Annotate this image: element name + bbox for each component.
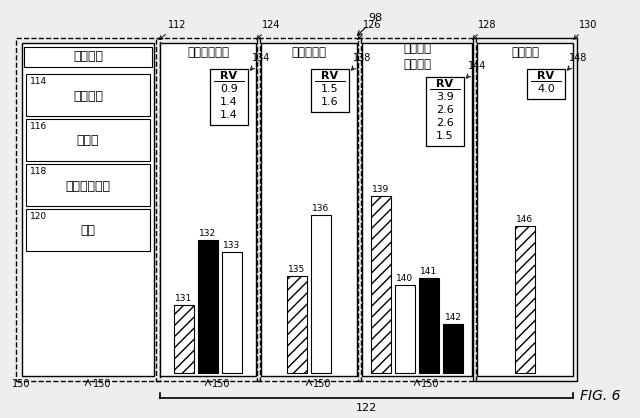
Text: 144: 144 (467, 61, 486, 78)
Bar (26, 209, 150, 251)
Bar (371, 196, 391, 373)
Bar (419, 278, 439, 373)
Bar (261, 43, 357, 376)
Bar (160, 43, 256, 376)
Bar (198, 240, 218, 373)
Text: 150: 150 (313, 379, 332, 389)
Bar (16, 38, 160, 381)
Text: 98: 98 (357, 13, 383, 35)
Bar (395, 285, 415, 373)
Text: 122: 122 (356, 403, 377, 413)
Text: 124: 124 (257, 20, 280, 39)
Text: 146: 146 (516, 214, 534, 224)
Bar (527, 69, 565, 99)
Bar (24, 47, 152, 67)
Text: 118: 118 (30, 167, 47, 176)
Text: 偏心率: 偏心率 (77, 135, 99, 148)
Text: 2.6: 2.6 (436, 118, 454, 128)
Bar (26, 164, 150, 206)
Text: RV: RV (220, 71, 237, 81)
Text: 135: 135 (289, 265, 306, 274)
Text: 速度: 速度 (81, 224, 95, 237)
Text: 150: 150 (12, 379, 30, 389)
Text: 全体偏心率: 全体偏心率 (291, 46, 326, 59)
Bar (473, 38, 577, 381)
Text: 1.5: 1.5 (436, 131, 454, 141)
Text: 1.6: 1.6 (321, 97, 339, 107)
Text: 142: 142 (445, 314, 461, 322)
Text: 139: 139 (372, 185, 390, 194)
Text: RV: RV (436, 79, 454, 89)
Text: 全体スラスト: 全体スラスト (187, 46, 229, 59)
Text: 4.0: 4.0 (537, 84, 555, 94)
Text: RV: RV (321, 71, 339, 81)
Bar (362, 43, 472, 376)
Text: 半径方向振動: 半径方向振動 (65, 179, 111, 193)
Bar (174, 305, 194, 373)
Text: 136: 136 (312, 204, 330, 213)
Bar (426, 77, 464, 146)
Text: 116: 116 (30, 122, 47, 131)
Text: 1.5: 1.5 (321, 84, 339, 94)
Text: 112: 112 (159, 20, 186, 40)
Text: 148: 148 (568, 53, 588, 70)
Text: 150: 150 (212, 379, 230, 389)
Text: スラスト: スラスト (73, 89, 103, 102)
Text: 1.4: 1.4 (220, 97, 238, 107)
Bar (311, 69, 349, 112)
Text: FIG. 6: FIG. 6 (580, 389, 620, 403)
Text: 141: 141 (420, 267, 438, 276)
Text: RV: RV (538, 71, 555, 81)
Bar (257, 38, 361, 381)
Text: 138: 138 (351, 53, 371, 70)
Bar (22, 43, 154, 376)
Text: 114: 114 (30, 77, 47, 86)
Bar (156, 38, 260, 381)
Bar (358, 38, 476, 381)
Text: 134: 134 (250, 53, 270, 70)
Text: 126: 126 (358, 20, 381, 39)
Bar (287, 276, 307, 373)
Text: 3.9: 3.9 (436, 92, 454, 102)
Text: 133: 133 (223, 241, 241, 250)
Text: 全体半径
方向振動: 全体半径 方向振動 (403, 41, 431, 71)
Bar (210, 69, 248, 125)
Text: 130: 130 (573, 20, 597, 39)
Text: 120: 120 (30, 212, 47, 221)
Text: 140: 140 (396, 274, 413, 283)
Text: 2.6: 2.6 (436, 105, 454, 115)
Bar (443, 324, 463, 373)
Bar (311, 215, 331, 373)
Bar (222, 252, 242, 373)
Text: 1.4: 1.4 (220, 110, 238, 120)
Bar (26, 119, 150, 161)
Text: 132: 132 (200, 229, 216, 238)
Text: 150: 150 (93, 379, 111, 389)
Bar (477, 43, 573, 376)
Bar (26, 74, 150, 116)
Text: 全体速度: 全体速度 (511, 46, 539, 59)
Text: 131: 131 (175, 294, 193, 303)
Bar (515, 226, 535, 373)
Text: 150: 150 (421, 379, 440, 389)
Text: 測定形式: 測定形式 (73, 51, 103, 64)
Text: 128: 128 (473, 20, 497, 39)
Text: 0.9: 0.9 (220, 84, 238, 94)
